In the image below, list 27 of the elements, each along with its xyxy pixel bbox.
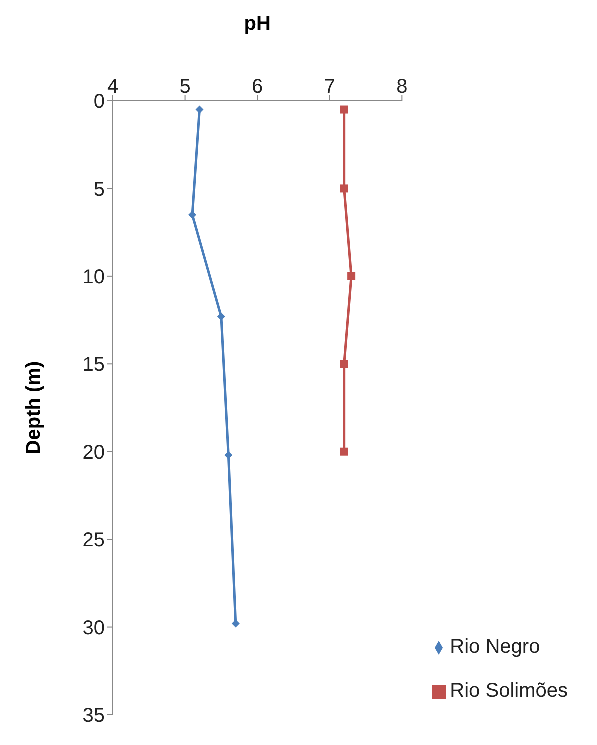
y-tick-label: 25	[82, 530, 105, 552]
x-tick-label: 6	[252, 76, 264, 98]
point	[217, 312, 226, 321]
x-axis-title: pH	[244, 13, 271, 36]
y-tick-label: 5	[94, 178, 105, 201]
y-tick-label: 10	[82, 266, 105, 289]
y-tick-label: 20	[82, 442, 105, 464]
point	[196, 106, 204, 114]
y-axis-title: Depth (m)	[23, 361, 46, 455]
x-tick-label: 7	[324, 76, 336, 98]
x-tick-label: 4	[107, 76, 119, 98]
x-tick-label: 5	[180, 76, 191, 98]
point	[340, 184, 348, 193]
point	[340, 360, 348, 368]
point	[188, 211, 197, 220]
x-tick-label: 8	[396, 76, 408, 98]
point	[232, 620, 240, 628]
point	[340, 106, 348, 114]
point	[224, 451, 233, 460]
y-tick-label: 15	[82, 354, 105, 376]
legend-label: Rio Solimões	[450, 680, 568, 702]
y-tick-label: 35	[82, 705, 105, 728]
y-tick-label: 0	[94, 91, 105, 114]
point	[340, 448, 348, 456]
point	[348, 272, 356, 280]
legend-label: Rio Negro	[450, 636, 540, 658]
y-tick-label: 30	[82, 617, 105, 640]
